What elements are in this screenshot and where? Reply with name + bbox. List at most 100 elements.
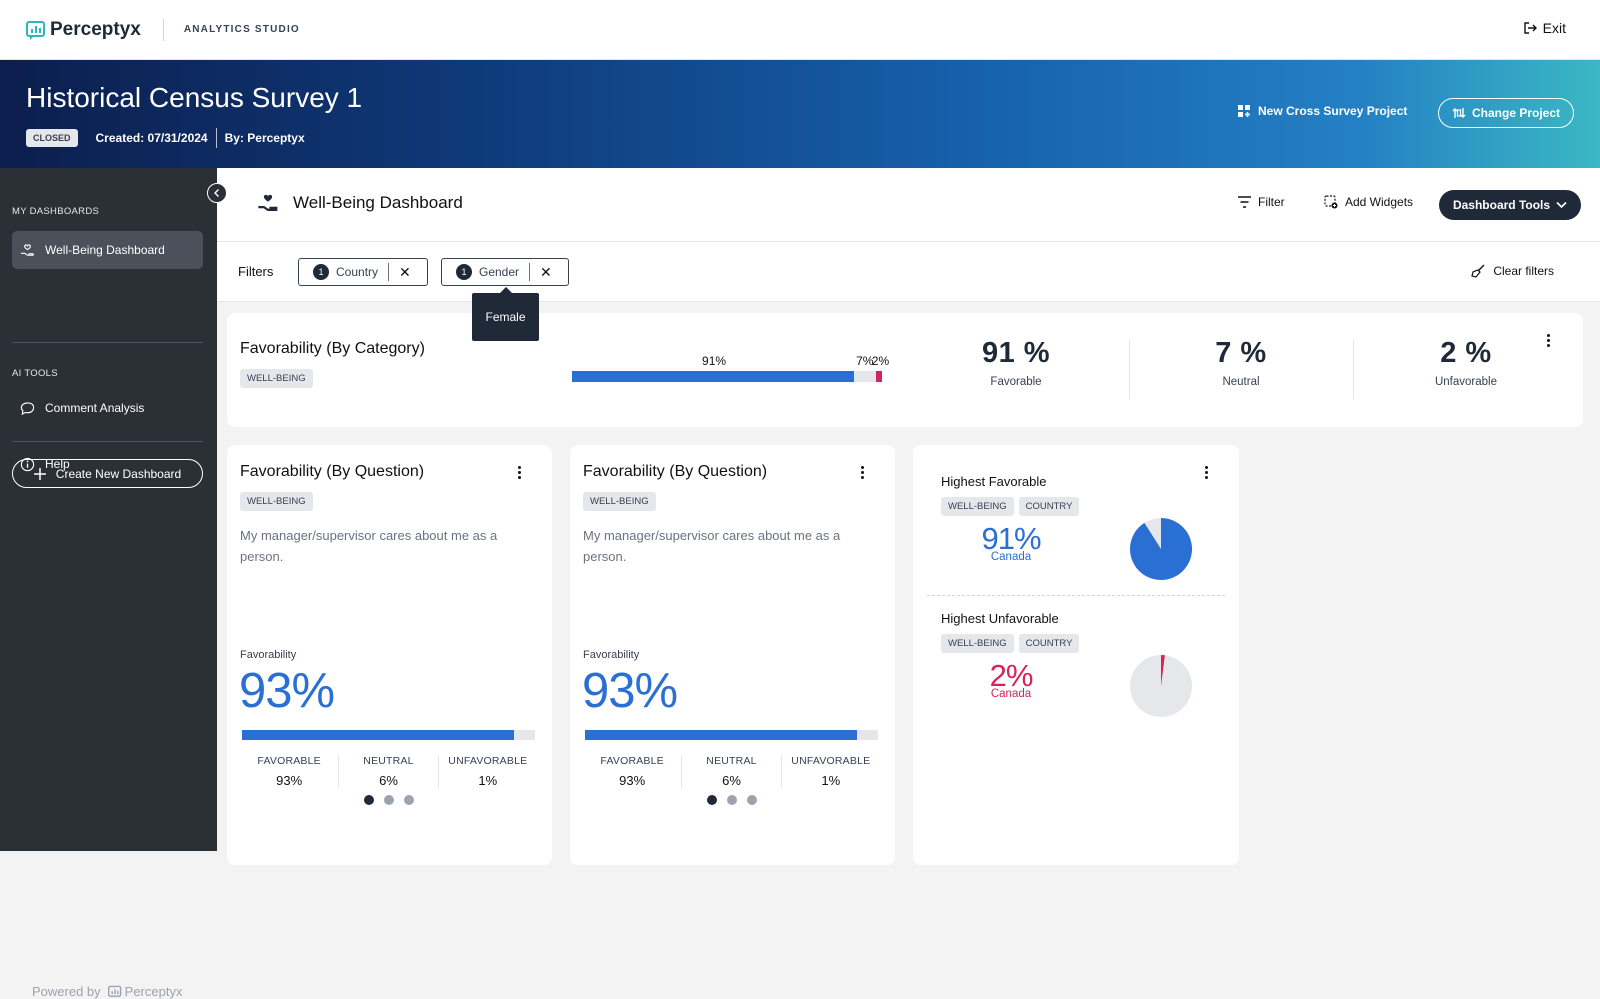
dashboard-tools-button[interactable]: Dashboard Tools <box>1439 190 1581 220</box>
highest-favorable-title: Highest Favorable <box>941 474 1047 489</box>
sidebar-item-well-being-dashboard[interactable]: Well-Being Dashboard <box>12 231 203 269</box>
card-menu-icon[interactable] <box>1547 334 1551 349</box>
card-menu-icon[interactable] <box>861 466 865 481</box>
filter-tooltip: Female <box>472 287 539 341</box>
stat-label: Favorable <box>990 376 1042 388</box>
favorability-bar-fill <box>242 730 515 740</box>
new-cross-survey-label: New Cross Survey Project <box>1258 104 1408 118</box>
favorability-percent: 93% <box>239 664 335 718</box>
ai-tools-heading: AI TOOLS <box>12 368 58 379</box>
brand-name: Perceptyx <box>50 18 141 40</box>
favorability-stacked-bar: 91% 7% 2% <box>572 354 889 382</box>
card-menu-icon[interactable] <box>518 466 522 481</box>
exit-label: Exit <box>1542 20 1566 36</box>
brand-logo[interactable]: Perceptyx <box>26 19 141 41</box>
favorability-by-question-card: Favorability (By Question) WELL-BEING My… <box>570 445 895 865</box>
sidebar-divider <box>12 342 203 343</box>
clear-filters-button[interactable]: Clear filters <box>1471 264 1554 278</box>
category-tag: WELL-BEING <box>240 369 313 388</box>
status-badge: CLOSED <box>26 129 78 147</box>
question-stats: FAVORABLE 93% NEUTRAL 6% UNFAVORABLE 1% <box>583 755 880 788</box>
chip-divider <box>388 263 390 281</box>
filter-count-badge: 1 <box>313 264 329 280</box>
card-title: Favorability (By Category) <box>240 340 425 357</box>
filter-icon <box>1238 196 1251 208</box>
powered-by-label: Powered by <box>32 984 101 999</box>
highest-unfavorable-percent: 2% <box>989 658 1034 693</box>
survey-meta: CLOSED Created: 07/31/2024 By: Perceptyx <box>26 128 305 148</box>
change-project-button[interactable]: Change Project <box>1438 98 1574 128</box>
hand-heart-icon <box>258 194 278 211</box>
carousel-dot[interactable] <box>727 795 737 805</box>
unfavorable-segment <box>875 371 882 382</box>
filter-count-badge: 1 <box>456 264 472 280</box>
sidebar-divider <box>12 441 203 442</box>
category-tag: WELL-BEING <box>941 634 1014 653</box>
chevron-down-icon <box>1556 201 1567 209</box>
carousel-dot[interactable] <box>364 795 374 805</box>
favorable-stat: 91 % Favorable <box>941 337 1091 388</box>
collapse-sidebar-button[interactable] <box>207 183 227 203</box>
survey-title: Historical Census Survey 1 <box>26 82 363 113</box>
card-tags: WELL-BEING <box>240 491 318 511</box>
sidebar-item-comment-analysis[interactable]: Comment Analysis <box>12 389 203 427</box>
stat-value: 2 % <box>1440 337 1492 369</box>
favorability-by-question-card: Favorability (By Question) WELL-BEING My… <box>227 445 552 865</box>
add-widget-icon <box>1324 195 1338 209</box>
stat-heading: FAVORABLE <box>257 755 321 767</box>
favorable-bar-label: 91% <box>702 354 727 368</box>
dimension-tag: COUNTRY <box>1018 497 1080 516</box>
powered-by: Powered by Perceptyx <box>32 984 182 999</box>
add-widgets-button[interactable]: Add Widgets <box>1324 195 1413 209</box>
favorability-percent: 93% <box>582 664 678 718</box>
neutral-stat: 7 % Neutral <box>1166 337 1316 388</box>
highest-favorable-pie <box>1130 518 1193 580</box>
neutral-segment <box>854 371 876 382</box>
filter-button[interactable]: Filter <box>1238 195 1285 209</box>
highest-favorable-country: Canada <box>990 551 1032 563</box>
card-title: Favorability (By Question) <box>240 463 425 480</box>
exit-icon <box>1523 22 1537 34</box>
chevron-left-icon <box>214 189 219 197</box>
category-tag: WELL-BEING <box>240 492 313 511</box>
filter-chip-country[interactable]: 1 Country ✕ <box>298 258 428 286</box>
my-dashboards-heading: MY DASHBOARDS <box>12 206 100 217</box>
highlights-card: Highest Favorable WELL-BEING COUNTRY 91% … <box>913 445 1239 865</box>
sidebar-item-help[interactable]: Help <box>12 445 203 483</box>
highest-unfavorable-country: Canada <box>990 688 1032 700</box>
exit-button[interactable]: Exit <box>1523 20 1566 36</box>
comment-icon <box>20 401 35 415</box>
carousel-dots[interactable] <box>364 795 424 805</box>
card-menu-icon[interactable] <box>1205 466 1209 481</box>
grid-plus-icon <box>1238 104 1250 117</box>
stat-value: 91 % <box>981 337 1051 369</box>
remove-filter-icon[interactable]: ✕ <box>399 263 411 280</box>
created-date: Created: 07/31/2024 <box>95 131 208 145</box>
card-tags: WELL-BEING <box>583 491 661 511</box>
top-bar: Perceptyx ANALYTICS STUDIO Exit <box>0 0 1600 60</box>
meta-divider <box>215 128 217 148</box>
carousel-dot[interactable] <box>707 795 717 805</box>
section-divider <box>927 595 1225 596</box>
filter-chip-gender[interactable]: 1 Gender ✕ <box>441 258 569 286</box>
swap-icon <box>1452 108 1466 118</box>
stat-label: Unfavorable <box>1434 376 1497 388</box>
create-dashboard-button[interactable]: Create New Dashboard <box>12 459 203 488</box>
filter-chip-label: Country <box>336 265 379 279</box>
question-text: My manager/supervisor cares about me as … <box>240 528 498 564</box>
broom-icon <box>1471 264 1485 278</box>
unfavorable-bar-label: 2% <box>871 354 890 368</box>
favorability-by-category-card: Favorability (By Category) WELL-BEING 91… <box>227 313 1583 427</box>
favorability-bar-fill <box>585 730 858 740</box>
new-cross-survey-button[interactable]: New Cross Survey Project <box>1238 104 1407 118</box>
highest-unfavorable-title: Highest Unfavorable <box>941 611 1059 626</box>
remove-filter-icon[interactable]: ✕ <box>540 263 552 280</box>
carousel-dot[interactable] <box>384 795 394 805</box>
dimension-tag: COUNTRY <box>1018 634 1080 653</box>
carousel-dot[interactable] <box>747 795 757 805</box>
unfavorable-stat: 2 % Unfavorable <box>1391 337 1541 388</box>
carousel-dots[interactable] <box>707 795 767 805</box>
favorability-heading: Favorability <box>240 649 297 661</box>
stat-label: Neutral <box>1222 376 1260 388</box>
carousel-dot[interactable] <box>404 795 414 805</box>
